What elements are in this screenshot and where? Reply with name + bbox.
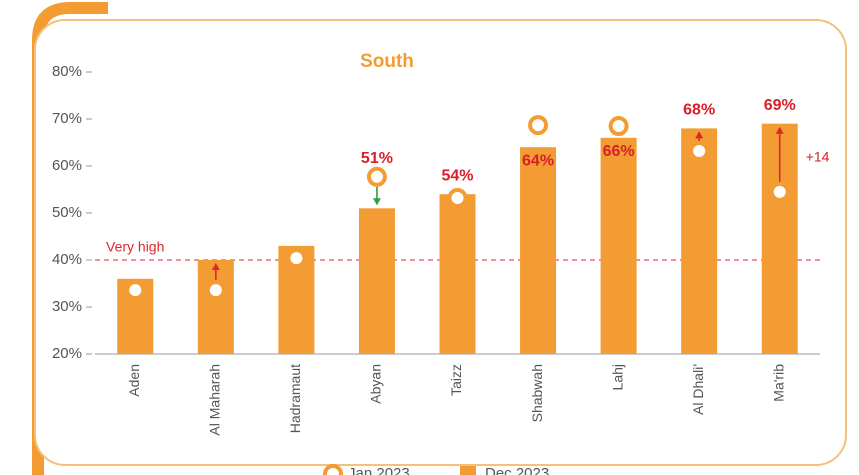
- jan-marker: [286, 248, 307, 269]
- x-tick: Taizz: [448, 364, 464, 396]
- data-label: 68%: [683, 102, 715, 119]
- legend-marker: [323, 464, 343, 475]
- bar: [520, 147, 557, 354]
- y-tick-label: 50%: [52, 204, 82, 221]
- x-tick-label: Abyan: [368, 364, 384, 404]
- x-tick: Abyan: [368, 364, 384, 404]
- jan-marker: [366, 166, 387, 187]
- data-label: 66%: [603, 143, 635, 160]
- jan-marker: [205, 280, 226, 301]
- data-label: 69%: [764, 97, 796, 114]
- legend-label: Jan 2023: [348, 465, 410, 475]
- y-tick-label: 80%: [52, 63, 82, 80]
- y-tick-label: 20%: [52, 345, 82, 362]
- legend-label: Dec 2023: [485, 465, 549, 475]
- x-tick-label: Shabwah: [529, 364, 545, 422]
- y-tick-label: 60%: [52, 157, 82, 174]
- bar: [439, 194, 476, 354]
- bar: [681, 128, 718, 354]
- arrow-head: [211, 263, 220, 270]
- x-tick-label: Al Dhali': [690, 364, 706, 415]
- arrow-head: [372, 198, 381, 206]
- x-tick: Lahj: [609, 364, 625, 390]
- y-tick-label: 30%: [52, 298, 82, 315]
- arrow-head: [695, 131, 704, 139]
- y-tick-label: 70%: [52, 110, 82, 127]
- x-tick-label: Ma'rib: [770, 364, 786, 402]
- jan-marker: [769, 181, 790, 202]
- x-tick: Al Maharah: [207, 364, 223, 436]
- x-tick-label: Lahj: [609, 364, 625, 390]
- jan-marker: [528, 115, 549, 136]
- x-tick: Ma'rib: [770, 364, 786, 402]
- arrow-head: [775, 126, 784, 134]
- x-tick-label: Taizz: [448, 364, 464, 396]
- data-label: 51%: [361, 150, 393, 167]
- y-tick-label: 40%: [52, 251, 82, 268]
- bar: [600, 137, 637, 354]
- jan-marker: [125, 280, 146, 301]
- data-label: 54%: [441, 167, 473, 184]
- jan-marker: [689, 140, 710, 161]
- x-tick: Shabwah: [529, 364, 545, 422]
- x-tick: Hadramaut: [287, 364, 303, 433]
- legend-marker: [460, 466, 476, 475]
- x-tick-label: Aden: [126, 364, 142, 397]
- x-tick: Aden: [126, 364, 142, 397]
- jan-marker: [447, 187, 468, 208]
- reference-label: Very high: [106, 239, 164, 255]
- bar: [358, 208, 395, 354]
- chart-title: South: [360, 51, 414, 72]
- x-tick-label: Al Maharah: [207, 364, 223, 436]
- x-tick-label: Hadramaut: [287, 364, 303, 433]
- data-label: 64%: [522, 152, 554, 169]
- jan-marker: [608, 116, 629, 137]
- x-tick: Al Dhali': [690, 364, 706, 415]
- annotation: +14: [806, 149, 830, 165]
